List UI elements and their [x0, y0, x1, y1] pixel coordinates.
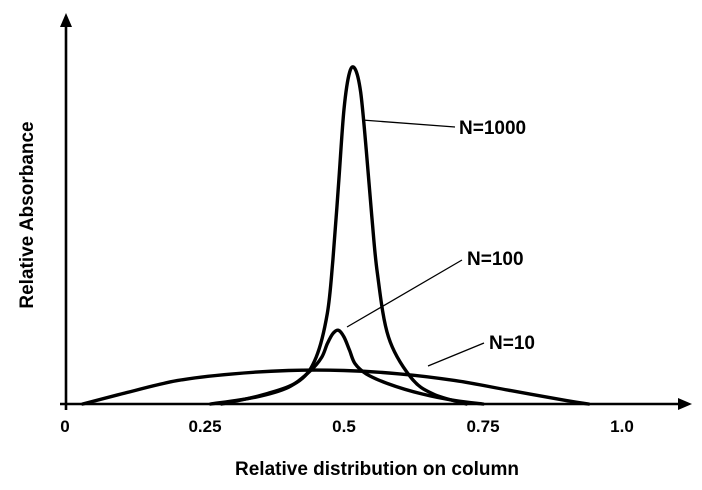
series-curve-n100: [208, 328, 485, 406]
callout-n1000: N=1000: [361, 118, 526, 139]
series-curve-n1000: [220, 65, 468, 406]
x-tick-label: 0.75: [466, 417, 499, 436]
callout-leader-n100: [346, 259, 463, 328]
x-axis-arrowhead: [678, 398, 692, 410]
x-tick-label: 0.5: [332, 417, 356, 436]
callout-n100: N=100: [346, 249, 524, 328]
x-tick-label: 1.0: [610, 417, 634, 436]
x-axis: [60, 398, 692, 410]
callout-leader-n10: [427, 342, 485, 367]
y-axis-arrowhead: [60, 13, 72, 27]
x-tick-labels: 0 0.25 0.5 0.75 1.0: [60, 417, 634, 436]
y-axis: [60, 13, 72, 410]
series-label-n100: N=100: [467, 249, 524, 270]
series-curve-n10: [81, 368, 591, 406]
x-tick-label: 0.25: [188, 417, 221, 436]
callout-n10: N=10: [427, 333, 535, 367]
callout-leader-n1000: [361, 119, 456, 128]
x-axis-title: Relative distribution on column: [235, 459, 519, 480]
series-label-n10: N=10: [489, 333, 535, 354]
x-tick-label: 0: [60, 417, 69, 436]
series-label-n1000: N=1000: [459, 118, 526, 139]
y-axis-title: Relative Absorbance: [17, 121, 38, 308]
series-curves: [81, 65, 591, 406]
